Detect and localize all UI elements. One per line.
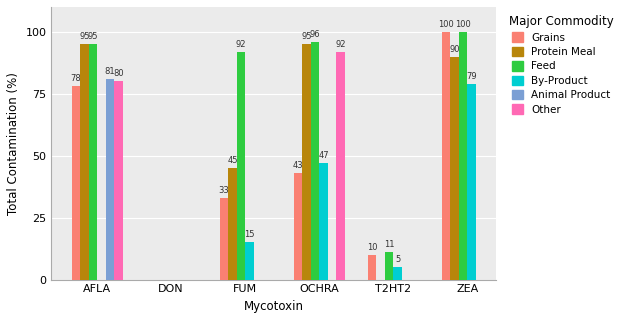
Text: 81: 81 bbox=[105, 67, 115, 76]
Text: 45: 45 bbox=[227, 156, 238, 165]
Text: 80: 80 bbox=[113, 69, 124, 78]
Text: 92: 92 bbox=[236, 40, 246, 49]
Text: 100: 100 bbox=[455, 20, 471, 29]
Text: 95: 95 bbox=[301, 32, 312, 41]
Bar bbox=[311, 42, 319, 280]
Bar bbox=[294, 173, 302, 280]
Bar bbox=[220, 198, 228, 280]
Text: 90: 90 bbox=[449, 44, 460, 53]
Bar bbox=[467, 84, 475, 280]
Y-axis label: Total Contamination (%): Total Contamination (%) bbox=[7, 72, 20, 215]
Bar bbox=[459, 32, 467, 280]
Bar bbox=[114, 81, 123, 280]
Bar bbox=[393, 267, 402, 280]
Legend: Grains, Protein Meal, Feed, By-Product, Animal Product, Other: Grains, Protein Meal, Feed, By-Product, … bbox=[505, 12, 617, 118]
Bar bbox=[336, 52, 344, 280]
Bar bbox=[368, 255, 376, 280]
Text: 79: 79 bbox=[466, 72, 477, 81]
Text: 33: 33 bbox=[218, 186, 229, 195]
Text: 78: 78 bbox=[71, 74, 81, 83]
Text: 11: 11 bbox=[384, 240, 394, 249]
Text: 95: 95 bbox=[87, 32, 98, 41]
Bar bbox=[451, 57, 459, 280]
Bar bbox=[80, 44, 89, 280]
Text: 100: 100 bbox=[438, 20, 454, 29]
Bar bbox=[105, 79, 114, 280]
Bar bbox=[245, 243, 254, 280]
Text: 5: 5 bbox=[395, 255, 400, 264]
Text: 96: 96 bbox=[310, 30, 320, 39]
Bar bbox=[302, 44, 311, 280]
Bar bbox=[72, 86, 80, 280]
Text: 92: 92 bbox=[335, 40, 346, 49]
Text: 15: 15 bbox=[244, 230, 255, 239]
Bar bbox=[228, 168, 236, 280]
Bar bbox=[89, 44, 97, 280]
Text: 95: 95 bbox=[79, 32, 90, 41]
Text: 10: 10 bbox=[367, 243, 378, 252]
Text: 43: 43 bbox=[293, 161, 303, 170]
Bar bbox=[319, 163, 328, 280]
Bar bbox=[385, 252, 393, 280]
Bar bbox=[442, 32, 451, 280]
Bar bbox=[236, 52, 245, 280]
Text: 47: 47 bbox=[318, 151, 329, 160]
X-axis label: Mycotoxin: Mycotoxin bbox=[244, 300, 304, 313]
